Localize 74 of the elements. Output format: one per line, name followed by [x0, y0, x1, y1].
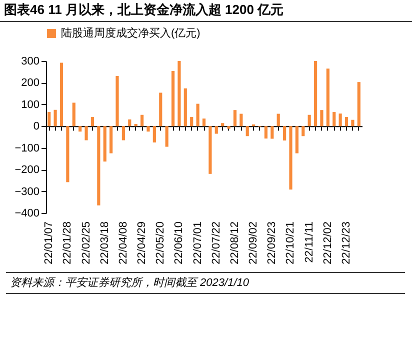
bar [338, 114, 342, 126]
bar [128, 119, 132, 126]
bar [240, 114, 243, 126]
bar [332, 112, 336, 126]
bar [326, 68, 330, 126]
bar [152, 126, 156, 142]
x-tick-label: 22/07/22 [210, 222, 222, 264]
text: 资料来源：平安证券研究所，时间截至 2023/1/10 [6, 272, 405, 294]
bar [103, 126, 106, 162]
bar [264, 126, 268, 139]
x-tick-label: 22/12/02 [322, 222, 334, 264]
chart-title: 图表46 11 月以来，北上资金净流入超 1200 亿元 [0, 0, 412, 22]
y-tick-label: −400 [14, 208, 40, 220]
bar [54, 110, 57, 126]
bar [66, 126, 70, 182]
y-tick-label: 0 [33, 120, 40, 133]
x-tick-label: 22/07/01 [192, 222, 204, 264]
bar [184, 88, 187, 126]
bar [159, 92, 162, 126]
bar [283, 126, 286, 140]
y-tick-label: 300 [21, 56, 40, 68]
bar [308, 114, 311, 126]
x-tick-label: 22/12/23 [340, 222, 353, 264]
bar [276, 114, 280, 126]
bar [227, 126, 230, 129]
bar [246, 126, 249, 136]
bar [90, 117, 94, 126]
y-tick-label: −200 [14, 164, 40, 176]
bar [270, 126, 274, 139]
x-tick-label: 22/08/12 [228, 222, 241, 264]
bar [289, 126, 292, 190]
x-tick-label: 22/09/23 [266, 222, 278, 264]
bar [351, 120, 354, 126]
bar [344, 117, 348, 126]
bar [178, 61, 181, 126]
bar [302, 126, 305, 136]
bar [320, 110, 324, 126]
bar [208, 126, 212, 174]
bar [190, 117, 194, 126]
bar [171, 70, 175, 126]
x-tick-label: 22/10/21 [284, 222, 297, 264]
x-tick-label: 22/01/28 [62, 222, 74, 264]
y-tick-label: 200 [21, 77, 40, 90]
y-tick-label: −100 [14, 142, 40, 154]
bar [116, 76, 119, 126]
x-tick-label: 22/02/25 [80, 222, 92, 264]
bar [165, 126, 168, 147]
x-tick-label: 22/01/07 [43, 222, 56, 264]
x-tick-label: 22/04/08 [117, 222, 130, 264]
bar [221, 123, 224, 126]
bar [110, 126, 113, 154]
bar [97, 126, 100, 206]
bar [48, 112, 51, 126]
x-tick-label: 22/03/18 [98, 222, 111, 264]
bar [122, 126, 125, 140]
x-tick-label: 22/04/29 [136, 222, 148, 264]
bar [140, 114, 144, 126]
bar [357, 82, 360, 126]
x-tick-label: 22/11/11 [303, 222, 316, 263]
bar [196, 104, 200, 126]
y-tick-label: −300 [14, 186, 40, 198]
x-tick-label: 22/09/02 [248, 222, 260, 264]
bar [202, 118, 206, 126]
bar [295, 126, 298, 154]
bar [233, 110, 237, 126]
bar [84, 126, 88, 140]
legend-label: 陆股通周度成交净买入(亿元) [61, 26, 200, 40]
bar [60, 62, 64, 126]
bar [72, 102, 76, 126]
x-tick-label: 22/06/10 [173, 222, 186, 264]
x-tick-label: 22/05/20 [154, 222, 167, 264]
bar [214, 126, 218, 134]
y-tick-label: 100 [21, 98, 40, 111]
bar [314, 61, 318, 126]
